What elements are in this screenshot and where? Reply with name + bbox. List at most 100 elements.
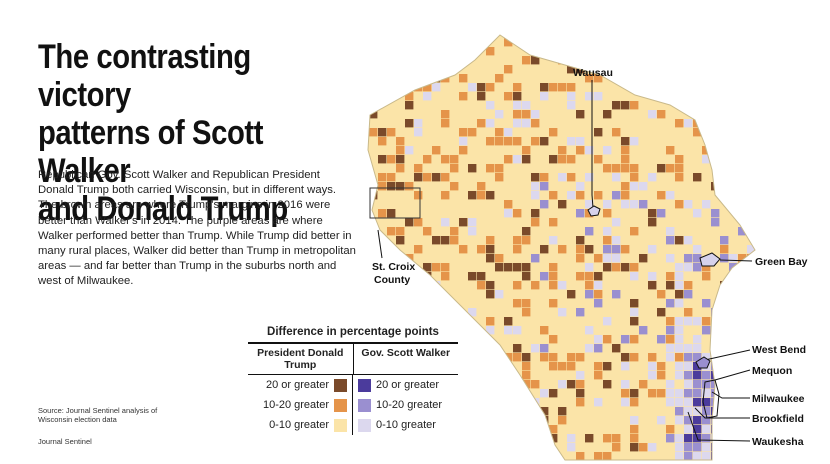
map-cell (675, 263, 684, 272)
map-cell (693, 92, 702, 101)
map-cell (522, 56, 531, 65)
map-cell (720, 443, 729, 452)
map-cell (765, 380, 773, 388)
map-cell (594, 92, 603, 101)
map-cell (540, 47, 549, 56)
swatch-walker-10 (358, 398, 371, 412)
map-cell (612, 236, 621, 245)
st-croix-outline (369, 187, 421, 219)
legend-rows: 20 or greater 20 or greater 10-20 greate… (248, 375, 458, 435)
map-cell (639, 443, 648, 452)
legend-title: Difference in percentage points (248, 326, 458, 344)
map-cell (756, 146, 764, 154)
map-cell (387, 182, 396, 191)
map-cell (621, 200, 630, 209)
map-cell (801, 191, 809, 199)
map-cell (468, 326, 477, 335)
map-cell (549, 389, 558, 398)
map-cell (576, 371, 585, 380)
map-cell (396, 299, 405, 308)
map-cell (774, 83, 782, 91)
map-cell (684, 407, 693, 416)
map-cell (720, 425, 729, 434)
map-cell (369, 92, 378, 101)
map-cell (621, 353, 630, 362)
map-cell (702, 299, 711, 308)
map-cell (369, 299, 378, 308)
map-cell (576, 245, 585, 254)
map-cell (594, 254, 603, 263)
map-cell (432, 83, 441, 92)
map-cell (666, 254, 675, 263)
map-cell (594, 272, 603, 281)
map-cell (702, 380, 711, 389)
map-cell (729, 443, 738, 452)
map-cell (513, 245, 522, 254)
map-cell (738, 452, 747, 460)
map-cell (675, 299, 684, 308)
map-cell (693, 56, 702, 65)
swatch-trump-20 (334, 378, 347, 392)
map-cell (585, 434, 594, 443)
map-cell (378, 155, 387, 164)
map-cell (486, 101, 495, 110)
map-cell (666, 281, 675, 290)
map-cell (693, 425, 702, 434)
map-cell (567, 101, 576, 110)
map-cell (621, 245, 630, 254)
map-cell (612, 164, 621, 173)
map-cell (684, 434, 693, 443)
map-cell (693, 380, 702, 389)
map-cell (504, 263, 513, 272)
map-cell (477, 182, 486, 191)
map-cell (729, 407, 738, 416)
map-cell (432, 173, 441, 182)
map-cell (666, 35, 675, 38)
map-cell (396, 137, 405, 146)
outline-west-bend (695, 356, 711, 369)
map-cell (612, 344, 621, 353)
map-cell (486, 290, 495, 299)
map-cell (810, 29, 818, 37)
map-cell (693, 443, 702, 452)
map-cell (675, 317, 684, 326)
map-cell (567, 362, 576, 371)
map-cell (792, 371, 800, 379)
map-cell (630, 164, 639, 173)
map-cell (738, 407, 747, 416)
map-cell (378, 92, 387, 101)
map-cell (576, 38, 585, 47)
map-cell (621, 137, 630, 146)
map-cell (693, 245, 702, 254)
map-cell (594, 74, 603, 83)
map-cell (486, 191, 495, 200)
outline-green-bay (699, 252, 721, 267)
map-cell (549, 155, 558, 164)
map-cell (387, 83, 396, 92)
map-cell (648, 218, 657, 227)
map-cell (612, 254, 621, 263)
map-cell (720, 389, 729, 398)
map-cell (468, 452, 477, 460)
map-cell (585, 92, 594, 101)
map-cell (486, 281, 495, 290)
legend-header-walker: Gov. Scott Walker (361, 347, 451, 359)
map-cell (621, 389, 630, 398)
map-cell (504, 317, 513, 326)
map-cell (702, 326, 711, 335)
map-cell (405, 47, 414, 56)
map-cell (495, 164, 504, 173)
map-cell (576, 389, 585, 398)
map-cell (576, 398, 585, 407)
map-cell (594, 281, 603, 290)
map-cell (567, 353, 576, 362)
map-cell (576, 236, 585, 245)
map-cell (657, 371, 666, 380)
map-cell (459, 218, 468, 227)
map-cell (585, 146, 594, 155)
map-cell (792, 173, 800, 181)
map-cell (756, 425, 764, 433)
map-cell (702, 263, 711, 272)
map-cell (801, 65, 809, 73)
map-cell (819, 236, 827, 244)
